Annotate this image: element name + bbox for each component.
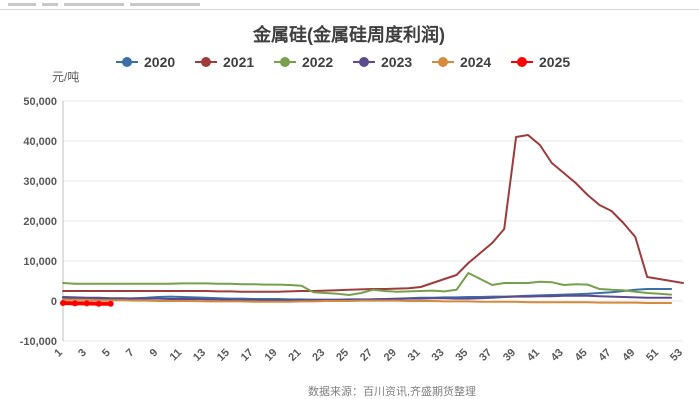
legend-item-2021[interactable]: 2021 (195, 54, 254, 70)
x-tick-label: 9 (148, 347, 161, 360)
x-tick-label: 33 (430, 347, 447, 364)
chart-title: 金属硅(金属硅周度利润) (252, 24, 445, 45)
data-point-2025 (71, 300, 78, 307)
x-tick-label: 15 (215, 347, 232, 364)
data-point-2025 (95, 300, 102, 307)
y-tick-label: 50,000 (23, 96, 57, 108)
x-tick-label: 3 (76, 347, 89, 360)
legend-marker (201, 57, 211, 67)
x-tick-label: 19 (263, 347, 280, 364)
x-tick-label: 29 (382, 347, 399, 364)
x-axis-ticks: 1 3 5 7 9 11 13 15 17 19 21 23 25 27 29 31 33 35 37 39 41 43 4… (52, 347, 685, 364)
legend: 2020 2021 2022 2023 2024 2025 (116, 54, 570, 70)
legend-item-2020[interactable]: 2020 (116, 54, 175, 70)
x-tick-label: 21 (286, 347, 303, 364)
y-tick-label: 30,000 (23, 176, 57, 188)
x-tick-label: 43 (549, 347, 566, 364)
data-point-2025 (107, 300, 114, 307)
legend-label: 2023 (381, 54, 412, 70)
x-tick-label: 27 (358, 347, 375, 364)
data-point-2025 (60, 300, 66, 306)
cropped-header-fragment (8, 3, 258, 8)
legend-label: 2025 (539, 54, 570, 70)
gridlines (62, 100, 683, 342)
source-note: 数据来源：百川资讯,齐盛期货整理 (308, 384, 476, 398)
x-tick-label: 49 (620, 347, 637, 364)
legend-label: 2022 (302, 54, 333, 70)
x-tick-label: 45 (573, 347, 590, 364)
series-line-2023 (62, 294, 673, 302)
legend-label: 2021 (223, 54, 254, 70)
x-tick-label: 13 (191, 347, 208, 364)
legend-marker (359, 57, 369, 67)
x-tick-label: 51 (644, 347, 661, 364)
y-tick-label: 0 (51, 296, 57, 308)
legend-item-2022[interactable]: 2022 (274, 54, 333, 70)
legend-marker (122, 57, 132, 67)
legend-label: 2020 (144, 54, 175, 70)
x-tick-label: 47 (596, 347, 613, 364)
x-tick-label: 7 (124, 347, 137, 360)
x-tick-label: 31 (406, 347, 423, 364)
x-tick-label: 35 (453, 347, 470, 364)
x-tick-label: 37 (477, 347, 494, 364)
x-tick-label: 41 (525, 347, 542, 364)
y-tick-label: 40,000 (23, 136, 57, 148)
legend-marker (280, 57, 290, 67)
x-tick-label: 1 (52, 347, 65, 360)
series-line-2021 (62, 134, 684, 293)
y-axis-ticks: -10,000 0 10,000 20,000 30,000 40,000 50,000 (20, 96, 57, 348)
x-tick-label: 17 (239, 347, 256, 364)
legend-marker (517, 57, 527, 67)
x-tick-label: 23 (310, 347, 327, 364)
legend-marker (438, 57, 448, 67)
legend-item-2025[interactable]: 2025 (511, 54, 570, 70)
legend-item-2023[interactable]: 2023 (353, 54, 412, 70)
legend-label: 2024 (460, 54, 491, 70)
series-line-2022 (62, 272, 673, 296)
y-axis-unit-label: 元/吨 (52, 70, 79, 84)
y-tick-label: 20,000 (23, 216, 57, 228)
x-tick-label: 11 (168, 347, 185, 364)
y-tick-label: -10,000 (20, 336, 57, 348)
x-tick-label: 5 (100, 347, 113, 360)
y-tick-label: 10,000 (23, 256, 57, 268)
x-tick-label: 39 (501, 347, 518, 364)
series-line-2024 (62, 298, 673, 304)
data-point-2025 (83, 300, 90, 307)
top-divider (0, 9, 699, 10)
legend-item-2024[interactable]: 2024 (432, 54, 491, 70)
x-tick-label: 53 (668, 347, 685, 364)
x-tick-label: 25 (334, 347, 351, 364)
series-layer (60, 134, 684, 307)
